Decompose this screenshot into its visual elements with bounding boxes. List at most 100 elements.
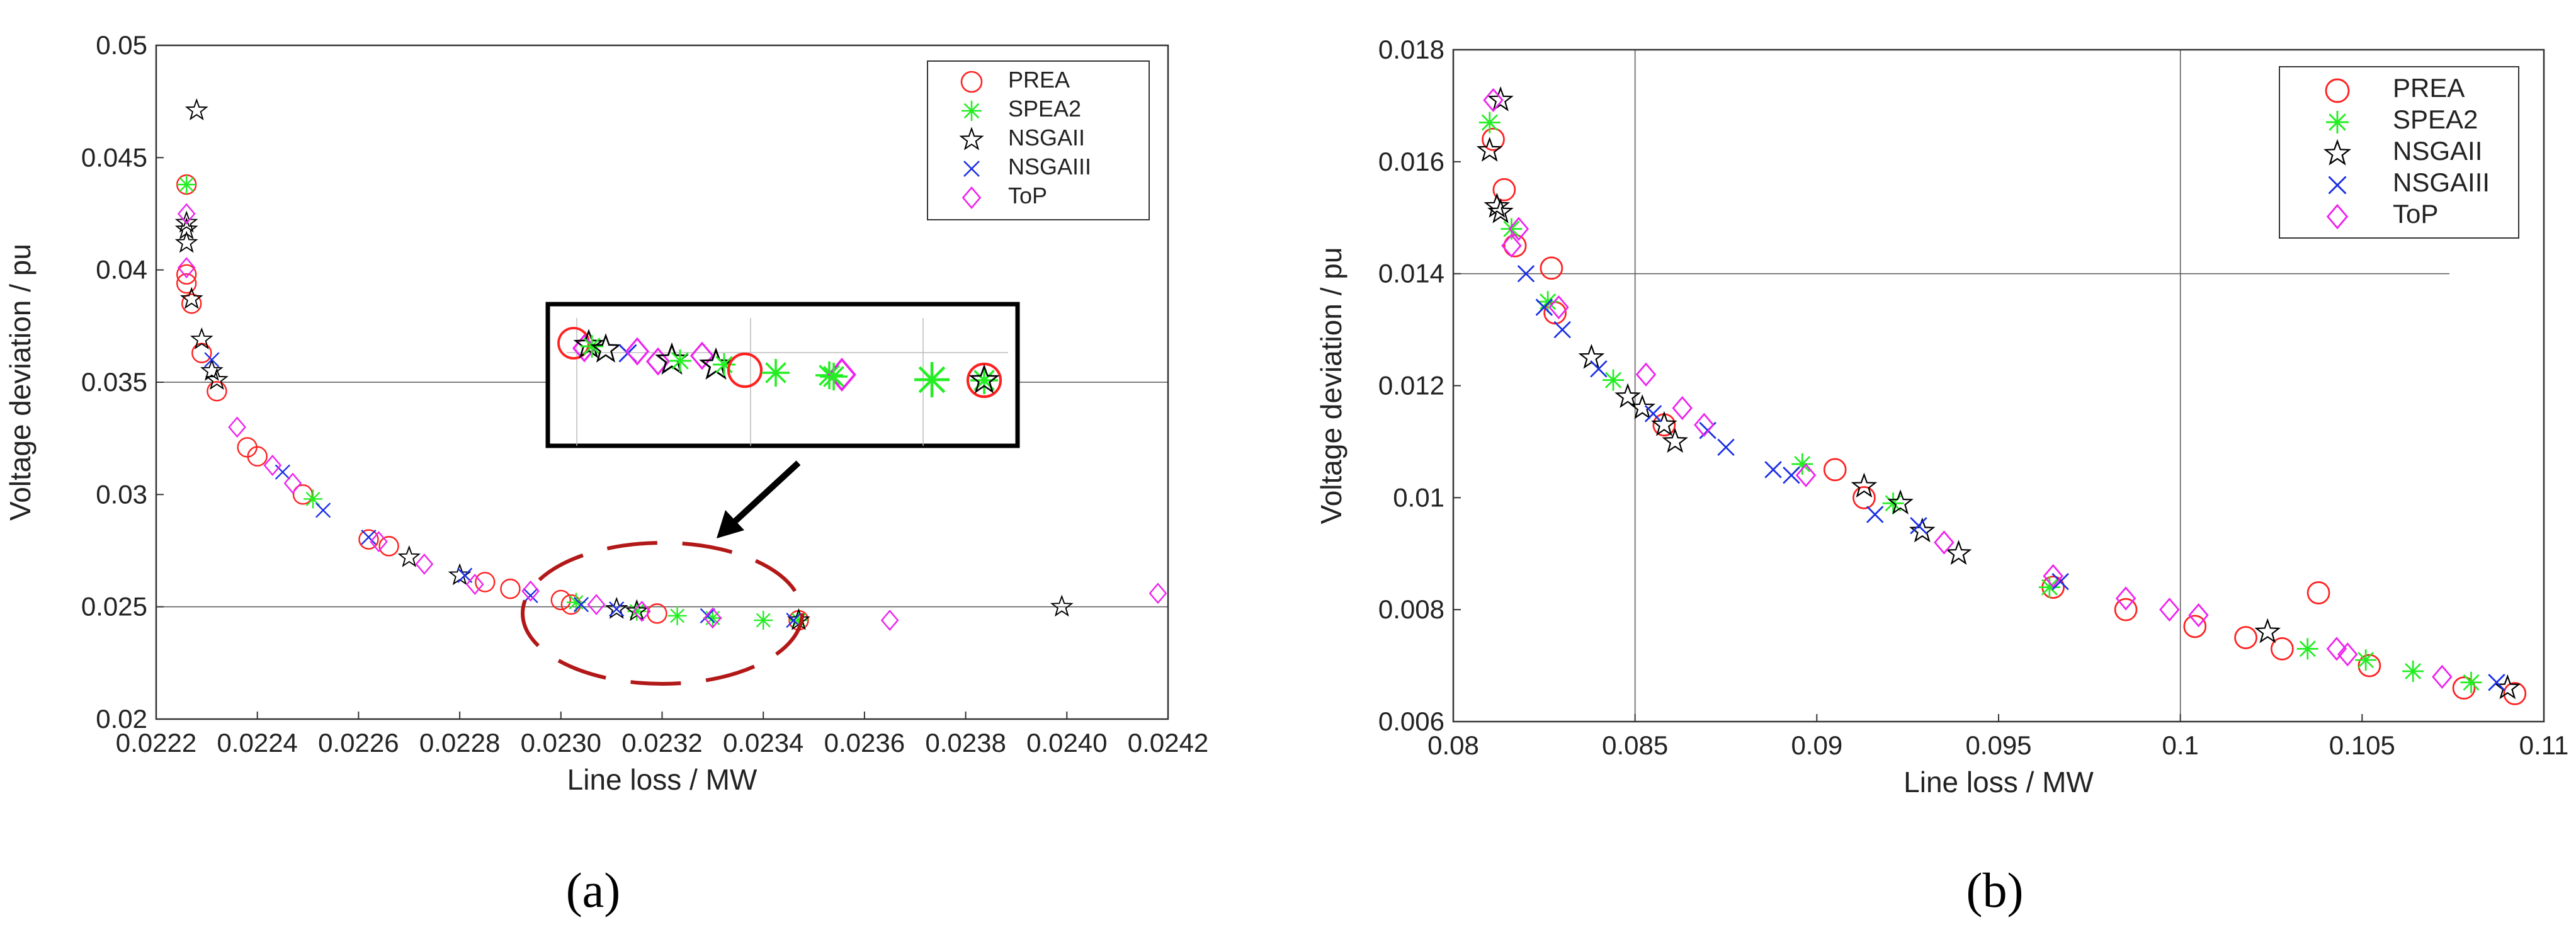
legend-marker-nsgaiii-stroke (963, 161, 980, 177)
data-point-top (177, 203, 196, 225)
data-point-nsgaiii (1517, 264, 1535, 283)
data-point-nsgaiii-stroke (275, 464, 290, 480)
data-point-nsgaiii (2488, 674, 2505, 691)
y-tick-label: 0.02 (96, 704, 147, 734)
data-point-nsgaii (1050, 594, 1074, 617)
data-point-spea2-stroke (756, 613, 771, 628)
zoom-arrow-head (717, 510, 744, 538)
data-point-nsgaii (190, 327, 213, 349)
inset-marker (762, 359, 790, 387)
data-point-top (2432, 664, 2453, 689)
data-point-nsgaii (1909, 517, 1936, 543)
series-nsgaiii (1517, 264, 2505, 691)
data-point-top (2326, 637, 2347, 661)
legend-marker-prea (960, 71, 983, 93)
data-point-top (1501, 234, 1522, 258)
inset-marker-stroke (765, 362, 786, 383)
legend-label-spea2: SPEA2 (1008, 96, 1081, 122)
inset-marker (966, 362, 1002, 399)
data-point-nsgaii (1629, 394, 1656, 419)
inset-marker (590, 333, 621, 363)
inset-marker-stroke (715, 356, 733, 373)
data-point-top (1795, 463, 1817, 487)
data-point-nsgaii (174, 210, 198, 233)
y-tick-label: 0.045 (81, 142, 147, 172)
data-point-nsgaiii (700, 608, 715, 624)
x-tick-label: 0.0230 (521, 728, 601, 758)
legend-label-nsgaiii: NSGAIII (1008, 154, 1091, 179)
legend-box (927, 60, 1150, 220)
data-point-top (1483, 88, 1504, 113)
data-point-nsgaii (2254, 618, 2281, 644)
data-point-nsgaiii-stroke (1910, 517, 1927, 535)
data-point-spea2 (1603, 369, 1625, 391)
inset-marker-stroke (823, 366, 844, 387)
data-point-prea (2114, 598, 2138, 621)
inset-marker (655, 342, 689, 375)
legend-marker-nsgaii (2323, 139, 2352, 166)
x-tick-label: 0.0232 (621, 728, 702, 758)
inset-marker (669, 349, 691, 372)
data-point-prea (1540, 256, 1563, 280)
data-point-nsgaii (184, 98, 208, 121)
data-point-spea2 (2402, 660, 2424, 682)
data-point-spea2-stroke (1605, 372, 1622, 389)
data-point-prea (1482, 127, 1505, 151)
inset-marker (820, 363, 848, 390)
y-tick-label: 0.04 (96, 255, 147, 285)
data-point-top (2159, 598, 2180, 622)
data-point-prea (247, 446, 268, 467)
data-point-nsgaiii (1553, 321, 1571, 339)
x-tick-label: 0.0234 (723, 728, 803, 758)
data-point-nsgaiii (1644, 405, 1662, 423)
zoom-arrow-line (731, 460, 801, 525)
data-point-top (633, 600, 651, 622)
data-point-nsgaiii-stroke (786, 612, 802, 628)
data-point-top (1635, 362, 1657, 387)
x-tick-label: 0.085 (1602, 730, 1668, 760)
data-point-nsgaii (1487, 86, 1514, 111)
legend-marker-top (2326, 203, 2349, 230)
data-point-top (415, 553, 434, 575)
x-tick-label: 0.0226 (318, 728, 399, 758)
data-point-nsgaiii-stroke (1866, 506, 1884, 523)
data-point-spea2 (2460, 671, 2482, 693)
data-point-nsgaii (1651, 411, 1677, 436)
series-nsgaiii (204, 352, 802, 628)
legend-marker-spea2-stroke (963, 103, 980, 119)
data-point-nsgaiii (523, 587, 538, 603)
legend-label-prea: PREA (1008, 67, 1070, 93)
data-point-top (370, 531, 388, 553)
data-point-spea2 (1478, 111, 1501, 133)
data-point-nsgaii (179, 287, 203, 309)
data-point-nsgaii (1487, 198, 1514, 224)
data-point-prea (378, 536, 399, 557)
data-point-nsgaiii (1910, 517, 1927, 535)
data-point-nsgaiii (315, 502, 331, 518)
data-point-top (263, 455, 282, 476)
y-tick-label: 0.025 (81, 592, 147, 621)
data-point-spea2 (2038, 576, 2060, 598)
data-point-prea (2452, 676, 2476, 700)
data-point-nsgaiii (204, 352, 220, 368)
data-point-prea (1853, 485, 1876, 509)
data-point-nsgaiii (361, 530, 377, 545)
x-tick-label: 0.0238 (925, 728, 1006, 758)
inset-marker (581, 335, 603, 358)
x-tick-label: 0.09 (1791, 730, 1842, 760)
data-point-top (703, 607, 722, 629)
series-top (177, 203, 1167, 631)
inset-marker (699, 347, 733, 380)
data-point-nsgaii (205, 368, 229, 390)
data-point-nsgaiii-stroke (573, 597, 589, 613)
data-point-top (177, 257, 196, 278)
y-tick-label: 0.03 (96, 479, 147, 509)
x-tick-label: 0.11 (2519, 730, 2569, 760)
data-point-nsgaiii-stroke (1783, 467, 1800, 484)
data-point-nsgaiii (609, 601, 625, 617)
data-point-nsgaiii-stroke (1517, 264, 1535, 283)
data-point-nsgaiii-stroke (1553, 321, 1571, 339)
data-point-spea2-stroke (305, 492, 321, 506)
legend-marker-nsgaiii-stroke (2328, 176, 2347, 195)
